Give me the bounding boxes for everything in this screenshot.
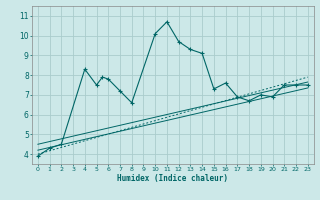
X-axis label: Humidex (Indice chaleur): Humidex (Indice chaleur) xyxy=(117,174,228,183)
